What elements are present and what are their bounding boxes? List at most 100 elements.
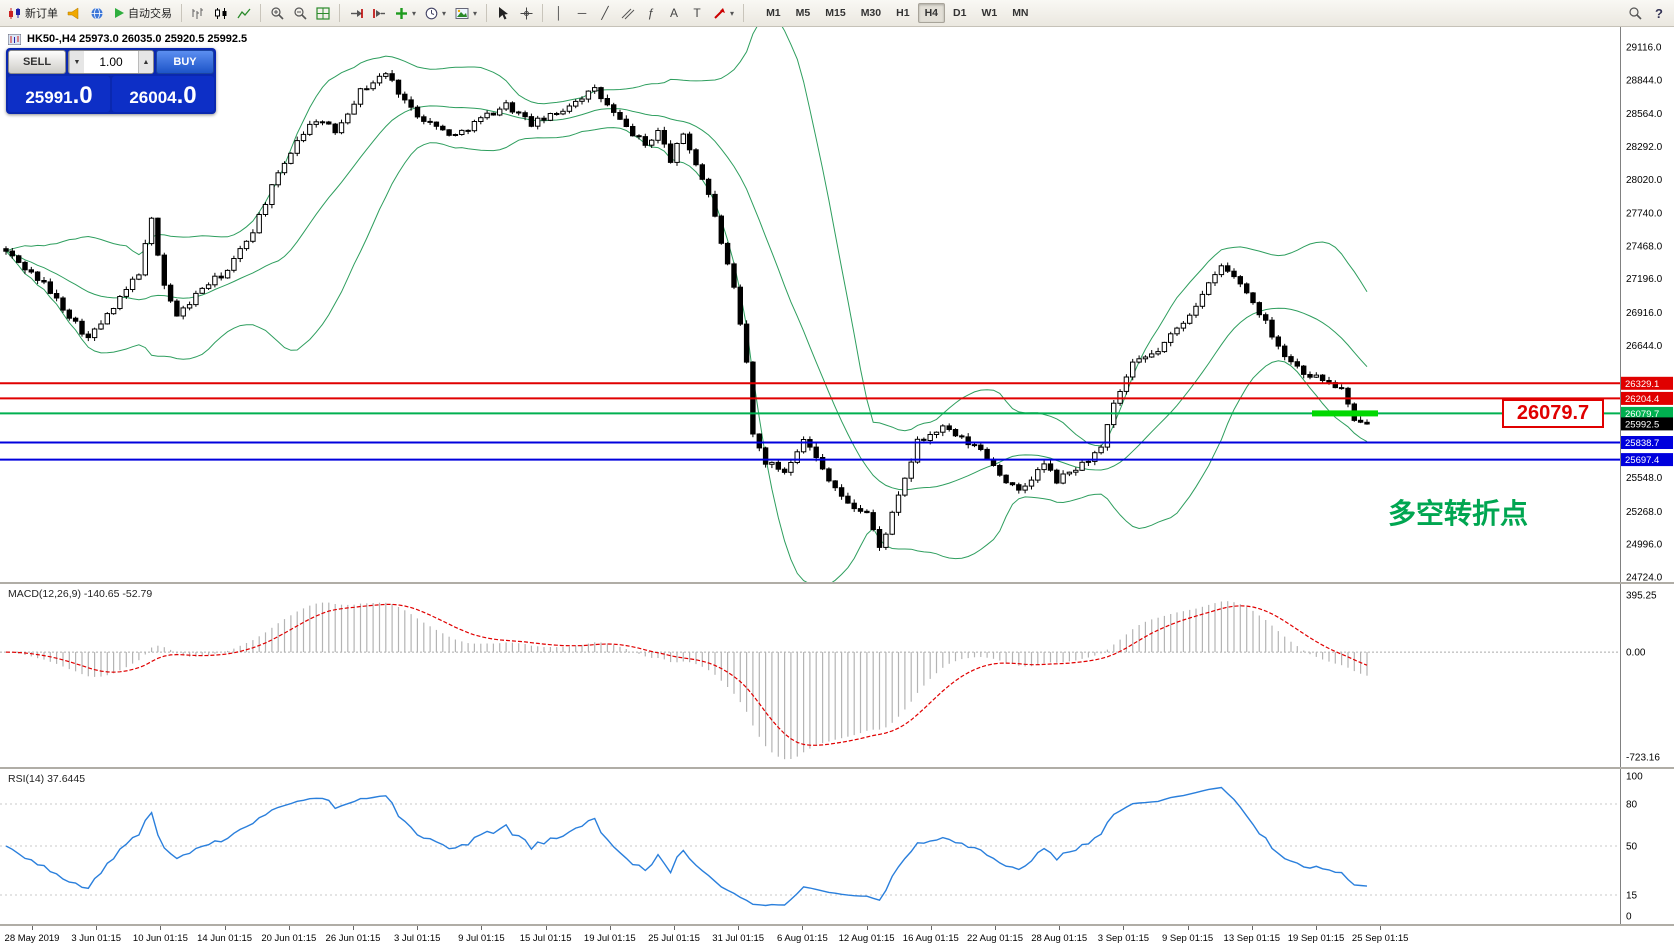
toolbar-separator [542,4,544,22]
date-label: 15 Jul 01:15 [519,933,572,944]
auto-scroll-button[interactable] [345,2,367,24]
price-tick-label: 27740.0 [1626,209,1663,220]
date-tick [288,926,290,930]
help-button[interactable]: ? [1648,2,1670,24]
timeframe-m5-button[interactable]: M5 [789,3,818,23]
date-tick [1316,926,1317,930]
date-label: 9 Sep 01:15 [1161,933,1214,944]
bar-chart-icon [192,7,203,19]
macd-panel[interactable]: 395.25 0.00 -723.16 [0,584,1674,767]
horizontal-line-button[interactable]: ─ [571,2,593,24]
text-tool-button[interactable]: A [663,2,685,24]
vertical-line-button[interactable]: │ [548,2,570,24]
timeframe-h1-button[interactable]: H1 [889,3,916,23]
indicators-add-icon [396,7,407,19]
timeframe-d1-button[interactable]: D1 [946,3,973,23]
sell-button[interactable]: SELL [8,50,66,74]
chevron-down-icon: ▾ [730,8,735,18]
buy-price-display[interactable]: 26004.0 [112,76,214,112]
date-tick [160,926,162,930]
crosshair-button[interactable] [515,2,537,24]
rsi-tick-label: 80 [1626,800,1638,811]
one-click-trading-panel: SELL ▼ ▲ BUY 25991.0 26004.0 [6,48,216,114]
price-tag[interactable]: 26204.4 [1621,391,1673,405]
date-tick [1187,926,1189,930]
price-tick-label: 26644.0 [1626,341,1663,352]
main-toolbar: 新订单 自动交易 ▾ ▾ ▾ [0,0,1674,27]
timeframe-m1-button[interactable]: M1 [759,3,788,23]
line-chart-button[interactable] [233,2,255,24]
price-tick-label: 24724.0 [1626,573,1663,583]
trendline-button[interactable]: ╱ [594,2,616,24]
globe-icon [91,7,103,19]
templates-button[interactable]: ▾ [451,2,481,24]
date-axis[interactable]: 28 May 2019 3 Jun 01:15 10 Jun 01:15 14 Jun… [0,926,1674,949]
macd-tick-label: -723.16 [1626,753,1660,764]
bollinger-lower-band [5,127,1368,582]
date-tick [1123,926,1125,930]
date-label: 19 Sep 01:15 [1287,933,1345,944]
price-tag[interactable]: 26079.7 [1621,406,1673,420]
price-tick-label: 28292.0 [1626,142,1663,153]
timeframe-m30-button[interactable]: M30 [854,3,888,23]
timeframe-m15-button[interactable]: M15 [818,3,852,23]
price-tag[interactable]: 25992.5 [1621,417,1673,431]
date-tick [353,926,354,930]
arrows-tool-button[interactable]: ▾ [709,2,738,24]
price-tag[interactable]: 26329.1 [1621,376,1673,390]
panel-divider[interactable] [0,767,1674,769]
date-label: 14 Jun 01:15 [197,933,253,944]
buy-price-main: 26004 [129,88,177,107]
community-button[interactable] [86,2,108,24]
panel-divider[interactable] [0,582,1674,584]
volume-decrease-button[interactable]: ▼ [69,51,84,73]
volume-input[interactable] [84,51,138,73]
timeframe-w1-button[interactable]: W1 [974,3,1004,23]
main-price-chart[interactable]: 29116.0 28844.0 28564.0 28292.0 28020.0 27740… [0,27,1674,582]
autotrade-button[interactable]: 自动交易 [109,2,176,24]
candlestick-chart-button[interactable] [210,2,232,24]
chart-shift-button[interactable] [368,2,390,24]
timeframe-mn-button[interactable]: MN [1005,3,1035,23]
buy-button[interactable]: BUY [156,50,214,74]
date-tick [32,926,33,930]
date-label: 26 Jun 01:15 [325,933,381,944]
date-label: 25 Jul 01:15 [648,933,700,944]
fibonacci-button[interactable]: ƒ [640,2,662,24]
channel-button[interactable] [617,2,639,24]
timeframe-group: M1 M5 M15 M30 H1 H4 D1 W1 MN [759,3,1035,23]
cursor-button[interactable] [492,2,514,24]
rsi-tick-label: 100 [1626,772,1643,783]
label-tool-button[interactable]: T [686,2,708,24]
macd-signal-line [5,603,1368,746]
zoom-in-button[interactable] [266,2,288,24]
svg-text:25697.4: 25697.4 [1625,455,1659,466]
rsi-panel[interactable]: 100 80 50 15 0 [0,769,1674,924]
bar-chart-button[interactable] [187,2,209,24]
svg-text:25992.5: 25992.5 [1625,419,1659,430]
price-tag[interactable]: 25838.7 [1621,436,1673,449]
sell-price-display[interactable]: 25991.0 [8,76,110,112]
volume-increase-button[interactable]: ▲ [138,51,153,73]
tile-windows-button[interactable] [312,2,334,24]
price-tag[interactable]: 25697.4 [1621,453,1673,467]
indicators-button[interactable]: ▾ [391,2,420,24]
line-chart-icon [237,8,251,18]
date-label: 20 Jun 01:15 [261,933,317,944]
price-tick-label: 27196.0 [1626,274,1663,285]
panel-divider [0,924,1674,926]
date-tick [96,926,98,930]
date-tick [224,926,226,930]
timeframe-h4-button[interactable]: H4 [917,3,945,23]
search-button[interactable] [1624,2,1646,24]
chart-corner-icon [8,33,21,45]
periods-button[interactable]: ▾ [421,2,450,24]
rsi-tick-label: 50 [1626,842,1638,853]
price-tick-label: 29116.0 [1626,43,1662,54]
highlight-segment[interactable] [1312,410,1378,417]
new-order-button[interactable]: 新订单 [4,2,62,24]
announcement-button[interactable] [63,2,85,24]
channel-icon [621,8,635,19]
bollinger-middle-band [5,105,1368,491]
zoom-out-button[interactable] [289,2,311,24]
